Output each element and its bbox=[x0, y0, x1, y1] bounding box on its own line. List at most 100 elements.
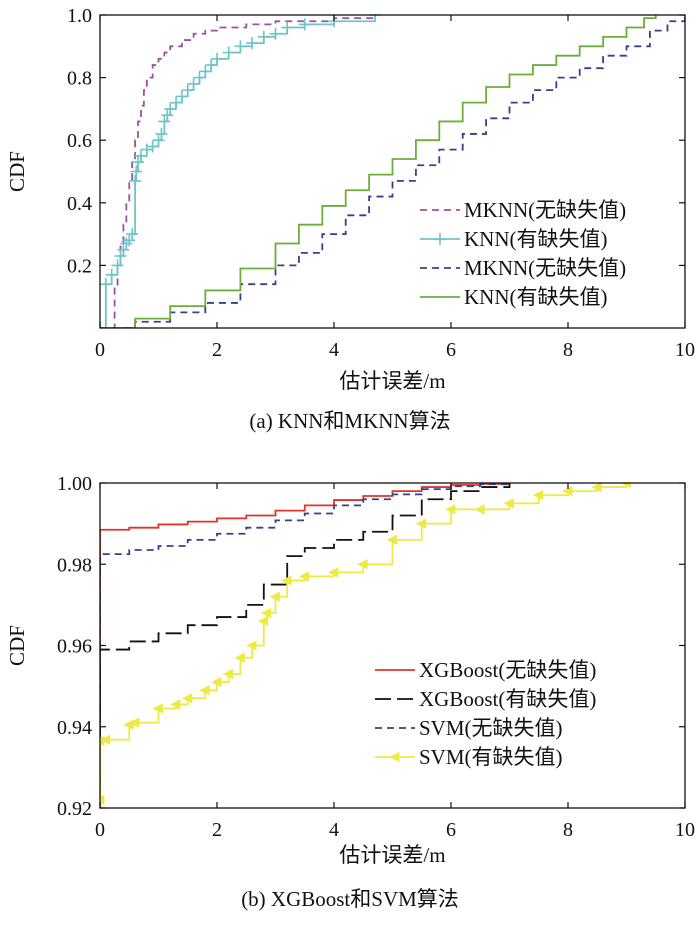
y-axis-title-a: CDF bbox=[5, 151, 29, 192]
y-tick-label-a-4: 1.0 bbox=[67, 5, 92, 27]
legend-a: MKNN(无缺失值) KNN(有缺失值) MKNN(无缺失值) KNN(有缺失值) bbox=[420, 198, 626, 309]
x-tick-label-b-4: 8 bbox=[563, 819, 573, 841]
marker-b-3-8 bbox=[199, 685, 210, 696]
legend-label-b-2: SVM(无缺失值) bbox=[419, 716, 563, 740]
marker-b-3-9 bbox=[211, 676, 222, 688]
marker-b-3-17 bbox=[298, 571, 310, 582]
marker-a-1-26 bbox=[205, 59, 218, 72]
legend-marker-b-3 bbox=[389, 751, 400, 763]
marker-b-3-12 bbox=[246, 640, 257, 651]
marker-a-1-1 bbox=[100, 278, 112, 291]
marker-a-1-17 bbox=[158, 115, 171, 128]
x-tick-label-b-1: 2 bbox=[212, 819, 222, 841]
marker-a-1-31 bbox=[257, 30, 270, 43]
marker-a-1-4 bbox=[114, 250, 127, 263]
x-tick-label-a-4: 8 bbox=[563, 339, 573, 361]
legend-label-b-0: XGBoost(无缺失值) bbox=[419, 658, 596, 682]
series-line-a-3 bbox=[100, 15, 657, 328]
marker-b-3-4 bbox=[129, 717, 140, 728]
marker-a-1-8 bbox=[126, 228, 139, 241]
x-axis-title-b: 估计误差/m bbox=[339, 843, 445, 867]
marker-a-1-16 bbox=[155, 127, 168, 140]
marker-a-1-9 bbox=[129, 174, 142, 187]
marker-a-1-10 bbox=[130, 165, 143, 178]
y-tick-label-a-1: 0.4 bbox=[67, 193, 92, 215]
y-tick-label-a-2: 0.6 bbox=[67, 130, 92, 152]
y-tick-label-b-4: 1.00 bbox=[57, 473, 92, 495]
marker-b-3-5 bbox=[152, 703, 163, 714]
y-tick-label-b-1: 0.94 bbox=[57, 717, 92, 739]
marker-a-1-23 bbox=[187, 77, 200, 90]
marker-a-1-24 bbox=[193, 71, 206, 84]
y-tick-label-a-0: 0.2 bbox=[67, 255, 92, 277]
y-tick-label-b-2: 0.96 bbox=[57, 636, 92, 658]
y-axis-title-b: CDF bbox=[5, 625, 29, 666]
marker-a-1-18 bbox=[161, 109, 174, 122]
series-line-a-0 bbox=[100, 15, 376, 328]
marker-b-3-0 bbox=[100, 794, 105, 806]
x-tick-label-b-5: 10 bbox=[675, 819, 695, 841]
marker-b-3-24 bbox=[503, 498, 514, 509]
marker-b-3-10 bbox=[222, 668, 234, 680]
marker-a-1-30 bbox=[246, 37, 259, 50]
marker-a-1-25 bbox=[199, 65, 212, 78]
series-a-2 bbox=[100, 15, 685, 328]
legend-label-a-2: MKNN(无缺失值) bbox=[464, 256, 626, 280]
plot-frame-b bbox=[99, 482, 686, 809]
plot-frame-a bbox=[99, 14, 686, 329]
y-tick-label-a-3: 0.8 bbox=[67, 68, 92, 90]
x-tick-label-a-1: 2 bbox=[212, 339, 222, 361]
marker-b-3-19 bbox=[357, 559, 368, 570]
marker-b-3-27 bbox=[591, 482, 602, 493]
series-a-3 bbox=[100, 15, 657, 328]
marker-a-1-22 bbox=[181, 84, 194, 97]
series-line-b-1 bbox=[100, 483, 511, 788]
marker-a-1-29 bbox=[234, 40, 247, 53]
marker-a-1-5 bbox=[117, 243, 130, 256]
series-b-1 bbox=[100, 483, 511, 788]
marker-b-3-20 bbox=[386, 534, 397, 546]
marker-a-1-28 bbox=[222, 46, 235, 59]
marker-a-1-15 bbox=[152, 134, 165, 147]
marker-a-1-6 bbox=[120, 237, 133, 250]
x-tick-label-a-0: 0 bbox=[95, 339, 105, 361]
marker-b-3-11 bbox=[234, 652, 245, 663]
marker-b-3-15 bbox=[269, 591, 280, 602]
x-axis-title-a: 估计误差/m bbox=[339, 369, 445, 393]
marker-a-1-34 bbox=[298, 18, 311, 31]
marker-b-3-6 bbox=[170, 699, 181, 710]
legend-label-b-3: SVM(有缺失值) bbox=[419, 745, 563, 769]
marker-b-3-18 bbox=[328, 567, 339, 578]
marker-b-3-16 bbox=[281, 575, 292, 586]
marker-a-1-12 bbox=[134, 149, 147, 162]
legend-label-b-1: XGBoost(有缺失值) bbox=[419, 687, 596, 711]
legend-label-a-1: KNN(有缺失值) bbox=[464, 227, 607, 251]
caption-b: (b) XGBoost和SVM算法 bbox=[241, 887, 459, 911]
marker-b-3-2 bbox=[100, 734, 111, 745]
x-tick-label-b-0: 0 bbox=[95, 819, 105, 841]
legend-label-a-0: MKNN(无缺失值) bbox=[464, 198, 626, 222]
marker-a-1-19 bbox=[164, 102, 177, 115]
marker-a-1-32 bbox=[269, 27, 282, 40]
x-tick-label-a-2: 4 bbox=[329, 339, 339, 361]
marker-b-3-13 bbox=[257, 615, 269, 627]
x-tick-label-a-3: 6 bbox=[446, 339, 456, 361]
legend-label-a-3: KNN(有缺失值) bbox=[464, 285, 607, 309]
caption-a: (a) KNN和MKNN算法 bbox=[249, 409, 450, 433]
y-tick-label-b-0: 0.92 bbox=[57, 798, 92, 820]
legend-b: XGBoost(无缺失值) XGBoost(有缺失值) SVM(无缺失值) SVM(有… bbox=[375, 658, 596, 769]
series-b-3 bbox=[100, 482, 631, 806]
marker-a-1-14 bbox=[146, 140, 159, 153]
series-line-a-2 bbox=[100, 15, 685, 328]
chart-b: 0 2 4 6 8 10 0.92 0.94 0.96 0.98 1.00 估计误差/m CDF (b) … bbox=[5, 473, 695, 911]
marker-a-1-2 bbox=[105, 268, 118, 281]
marker-b-3-25 bbox=[532, 490, 544, 501]
marker-a-1-11 bbox=[132, 156, 145, 169]
marker-a-1-20 bbox=[170, 96, 183, 109]
marker-b-3-21 bbox=[415, 518, 427, 529]
marker-b-3-14 bbox=[260, 607, 272, 619]
marker-b-3-7 bbox=[181, 693, 193, 704]
marker-a-1-21 bbox=[175, 90, 188, 103]
x-tick-label-b-2: 4 bbox=[329, 819, 339, 841]
